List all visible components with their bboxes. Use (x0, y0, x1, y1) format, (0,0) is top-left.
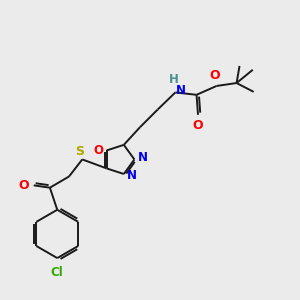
Text: Cl: Cl (51, 266, 64, 279)
Text: N: N (127, 169, 137, 182)
Text: N: N (176, 85, 186, 98)
Text: O: O (19, 179, 29, 192)
Text: H: H (169, 73, 179, 86)
Text: O: O (210, 69, 220, 82)
Text: N: N (138, 152, 148, 164)
Text: O: O (93, 144, 103, 157)
Text: O: O (193, 119, 203, 132)
Text: S: S (75, 145, 84, 158)
